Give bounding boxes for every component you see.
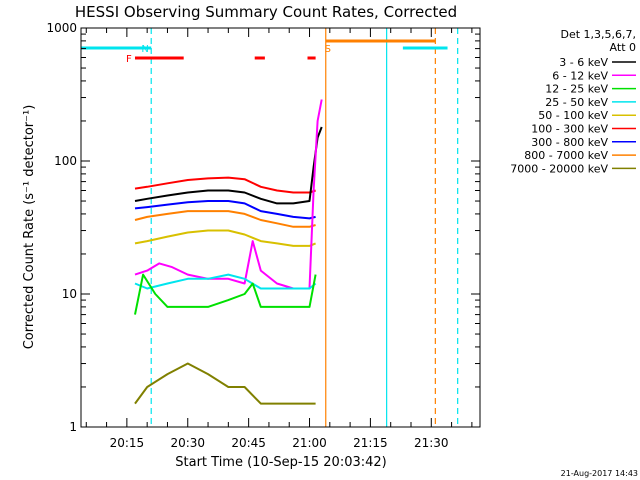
y-axis-label: Corrected Count Rate (s⁻¹ detector⁻¹) xyxy=(22,105,37,350)
flag-label-N: N xyxy=(141,44,148,55)
y-tick-label-3: 1000 xyxy=(46,21,77,35)
x-tick-label-1: 20:30 xyxy=(170,436,205,450)
ticks-layer: 1 10 100 1000 20:15 20:30 20:45 21:00 21:15 21:30 xyxy=(46,21,480,450)
series-line-0 xyxy=(134,176,316,194)
x-tick-label-5: 21:30 xyxy=(414,436,449,450)
plot-layer: FN S xyxy=(81,28,459,427)
footer-timestamp: 21-Aug-2017 14:43 xyxy=(561,469,638,478)
chart-title: HESSI Observing Summary Count Rates, Cor… xyxy=(75,3,457,21)
series-line-5 xyxy=(134,99,323,290)
legend-label-8: 7000 - 20000 keV xyxy=(510,162,608,175)
flag-label-F: F xyxy=(126,54,132,65)
legend-header-0: Det 1,3,5,6,7, xyxy=(560,28,636,41)
legend-header-1: Att 0 xyxy=(610,41,636,54)
flag-label-S: S xyxy=(325,44,331,55)
series-line-7 xyxy=(134,273,317,315)
x-tick-label-2: 20:45 xyxy=(231,436,266,450)
plot-frame xyxy=(80,27,481,428)
legend-label-7: 800 - 7000 keV xyxy=(524,149,608,162)
legend-label-5: 100 - 300 keV xyxy=(531,123,608,136)
series-line-2 xyxy=(134,200,316,220)
legend-label-6: 300 - 800 keV xyxy=(531,136,608,149)
series-line-8 xyxy=(134,362,316,405)
series-line-3 xyxy=(134,210,316,228)
legend-label-4: 50 - 100 keV xyxy=(538,109,608,122)
x-tick-label-3: 21:00 xyxy=(292,436,327,450)
x-tick-label-0: 20:15 xyxy=(110,436,145,450)
series-line-4 xyxy=(134,229,316,247)
series-line-1 xyxy=(134,126,323,205)
y-tick-label-2: 100 xyxy=(54,154,77,168)
x-axis-label: Start Time (10-Sep-15 20:03:42) xyxy=(175,455,386,470)
legend-label-0: 3 - 6 keV xyxy=(559,56,608,69)
legend-label-3: 25 - 50 keV xyxy=(545,96,608,109)
series-line-6 xyxy=(134,273,317,290)
y-tick-label-0: 1 xyxy=(69,420,77,434)
legend-label-1: 6 - 12 keV xyxy=(552,69,608,82)
x-tick-label-4: 21:15 xyxy=(353,436,388,450)
legend-label-2: 12 - 25 keV xyxy=(545,83,608,96)
y-tick-label-1: 10 xyxy=(62,287,77,301)
